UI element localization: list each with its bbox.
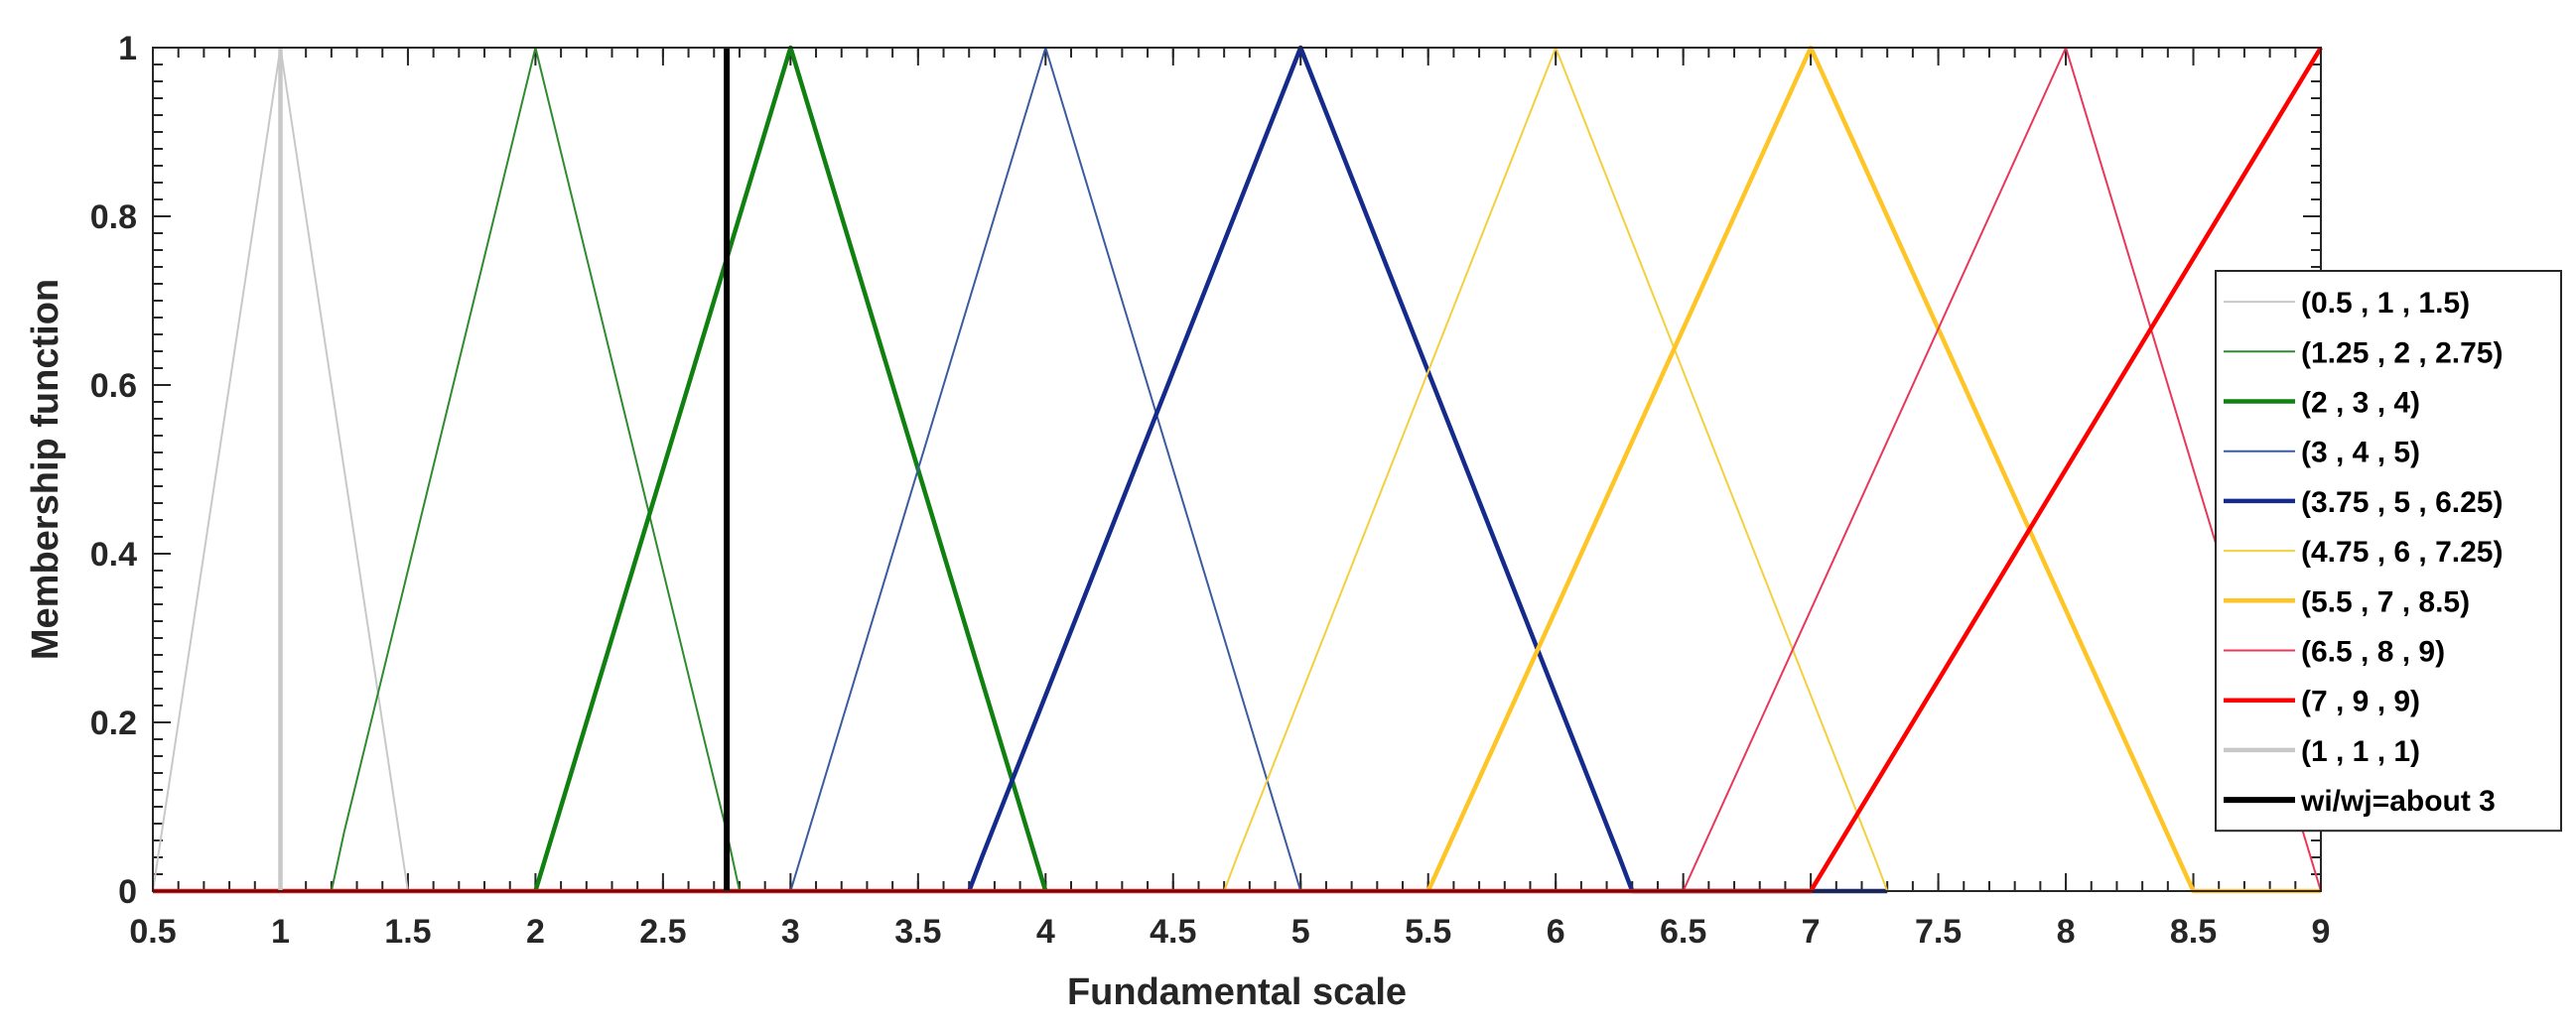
legend-entry-label: (1 , 1 , 1) — [2301, 735, 2420, 768]
x-tick-label: 6.5 — [1660, 913, 1706, 951]
x-tick-label: 5.5 — [1405, 913, 1451, 951]
x-tick-label: 7 — [1802, 913, 1821, 951]
x-tick-label: 1 — [271, 913, 290, 951]
y-tick-label: 1 — [118, 30, 137, 67]
legend-entry-label: (1.25 , 2 , 2.75) — [2301, 336, 2503, 369]
x-tick-label: 8.5 — [2170, 913, 2217, 951]
legend-entry-label: (7 , 9 , 9) — [2301, 686, 2420, 718]
x-tick-label: 4.5 — [1150, 913, 1196, 951]
x-tick-label: 9 — [2312, 913, 2331, 951]
y-tick-label: 0.8 — [90, 198, 137, 236]
x-tick-label: 4 — [1036, 913, 1055, 951]
x-tick-label: 6 — [1547, 913, 1565, 951]
x-axis-title: Fundamental scale — [1067, 971, 1407, 1013]
y-axis-title: Membership function — [25, 279, 67, 660]
y-tick-label: 0 — [118, 873, 137, 911]
x-tick-label: 3 — [781, 913, 800, 951]
legend-entry-label: (5.5 , 7 , 8.5) — [2301, 585, 2470, 618]
x-tick-label: 0.5 — [129, 913, 176, 951]
legend-entry-label: (3.75 , 5 , 6.25) — [2301, 486, 2503, 519]
x-tick-label: 3.5 — [894, 913, 941, 951]
legend-entry-label: (3 , 4 , 5) — [2301, 437, 2420, 469]
legend-entry-label: (2 , 3 , 4) — [2301, 387, 2420, 420]
legend-entry-label: (0.5 , 1 , 1.5) — [2301, 287, 2470, 320]
legend-entry-label: (6.5 , 8 , 9) — [2301, 636, 2445, 669]
x-tick-label: 2.5 — [639, 913, 686, 951]
y-tick-label: 0.6 — [90, 367, 137, 405]
legend-box — [2215, 270, 2562, 833]
x-tick-label: 8 — [2057, 913, 2076, 951]
x-tick-label: 7.5 — [1915, 913, 1962, 951]
y-tick-label: 0.4 — [90, 536, 137, 574]
x-tick-label: 2 — [526, 913, 545, 951]
y-tick-label: 0.2 — [90, 705, 137, 742]
x-tick-label: 5 — [1291, 913, 1310, 951]
legend: (0.5 , 1 , 1.5) (1.25 , 2 , 2.75) (2 , 3 ,… — [2215, 270, 2562, 833]
legend-entry-label: wi/wj=about 3 — [2300, 785, 2496, 818]
x-tick-label: 1.5 — [384, 913, 431, 951]
legend-entry-label: (4.75 , 6 , 7.25) — [2301, 536, 2503, 569]
